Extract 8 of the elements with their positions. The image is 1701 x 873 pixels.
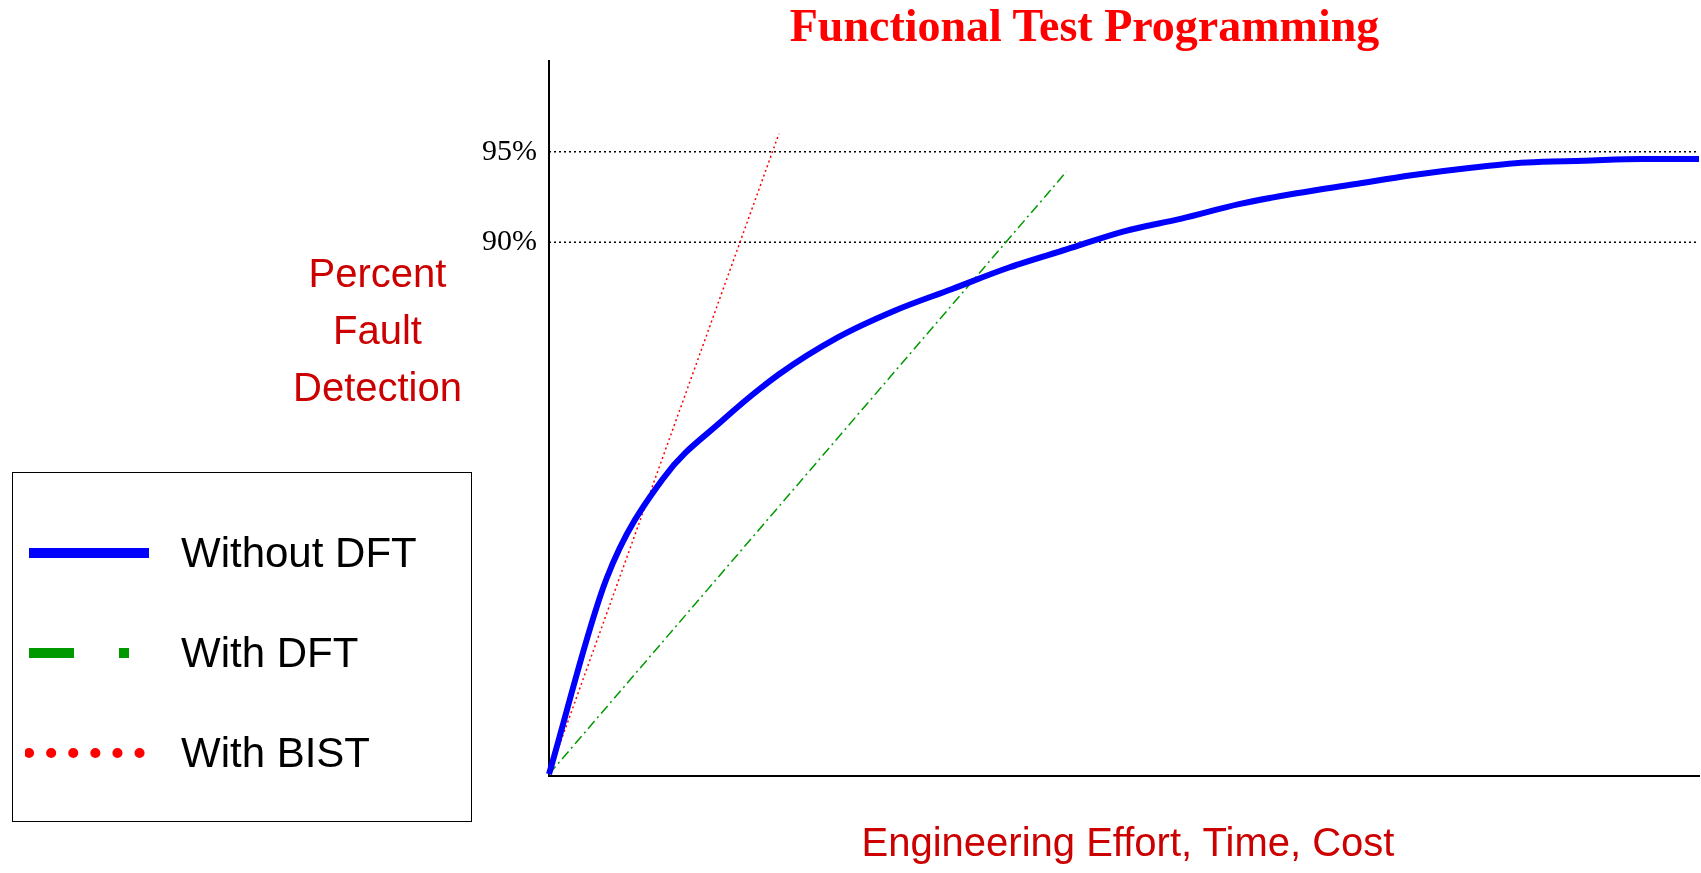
- legend-label: With BIST: [181, 729, 371, 777]
- y-tick-label: 95%: [481, 132, 537, 166]
- legend-label: With DFT: [181, 629, 359, 677]
- y-tick-label: 90%: [481, 223, 537, 257]
- x-axis-title: Engineering Effort, Time, Cost: [860, 820, 1396, 865]
- legend-label: Without DFT: [181, 529, 417, 577]
- chart-title: Functional Test Programming: [789, 0, 1380, 52]
- y-axis-title: Percent Fault Detection: [293, 251, 462, 409]
